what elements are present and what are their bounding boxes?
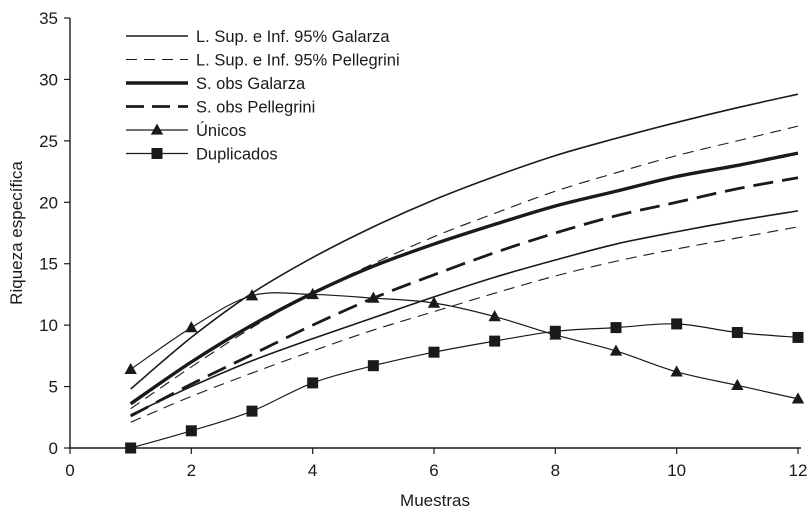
x-axis-title: Muestras bbox=[400, 491, 470, 510]
plot-lines bbox=[129, 93, 799, 449]
series-unicos-point-9 bbox=[609, 344, 623, 356]
y-tick-label: 25 bbox=[39, 132, 58, 151]
legend-label: L. Sup. e Inf. 95% Galarza bbox=[196, 28, 390, 46]
legend-label: S. obs Galarza bbox=[196, 75, 306, 93]
series-duplicados-point-2 bbox=[185, 425, 197, 437]
y-tick-label: 35 bbox=[39, 9, 58, 28]
plot-markers bbox=[124, 287, 805, 454]
series-duplicados-point-12 bbox=[792, 331, 804, 343]
series-duplicados-point-5 bbox=[367, 360, 379, 372]
series-unicos-point-6 bbox=[427, 296, 441, 308]
x-tick-label: 10 bbox=[667, 461, 686, 480]
x-tick-label: 6 bbox=[429, 461, 438, 480]
legend-item-unicos: Únicos bbox=[126, 121, 246, 140]
series-duplicados-point-8 bbox=[549, 325, 561, 337]
series-l-sup-e-inf-95-galarza-upper-line bbox=[130, 93, 799, 390]
series-unicos-point-11 bbox=[731, 378, 744, 391]
series-unicos-point-12 bbox=[791, 392, 805, 404]
x-ticks: 0 2 4 6 8 10 12 bbox=[65, 448, 807, 480]
series-duplicados-point-6 bbox=[428, 346, 440, 358]
series-l-sup-e-inf-95-pellegrini-lower-line bbox=[130, 226, 799, 423]
legend-item-s-obs-galarza: S. obs Galarza bbox=[126, 75, 306, 93]
y-ticks: 0 5 10 15 20 25 30 35 bbox=[39, 9, 70, 458]
series-duplicados-point-11 bbox=[731, 327, 743, 339]
legend-square-marker bbox=[151, 148, 163, 159]
y-tick-label: 5 bbox=[49, 378, 58, 397]
legend-label: L. Sup. e Inf. 95% Pellegrini bbox=[196, 52, 400, 70]
series-duplicados-line bbox=[130, 323, 799, 449]
series-unicos-point-1 bbox=[124, 362, 137, 375]
series-unicos-point-5 bbox=[367, 291, 380, 303]
series-unicos-point-3 bbox=[245, 289, 259, 301]
legend-item-l-sup-e-inf-95-galarza: L. Sup. e Inf. 95% Galarza bbox=[126, 28, 390, 46]
x-tick-label: 12 bbox=[789, 461, 808, 480]
series-l-sup-e-inf-95-pellegrini-upper-line bbox=[130, 125, 799, 410]
legend-triangle-marker bbox=[150, 123, 164, 135]
series-duplicados-point-4 bbox=[307, 377, 319, 389]
series-s-obs-galarza-line bbox=[129, 151, 799, 406]
series-l-sup-e-inf-95-galarza-lower-line bbox=[130, 210, 799, 416]
y-tick-label: 10 bbox=[39, 316, 58, 335]
series-duplicados-point-7 bbox=[489, 335, 501, 347]
x-tick-label: 4 bbox=[308, 461, 317, 480]
y-tick-label: 30 bbox=[39, 70, 58, 89]
legend: L. Sup. e Inf. 95% Galarza L. Sup. e Inf.… bbox=[126, 28, 400, 164]
y-tick-label: 0 bbox=[49, 439, 58, 458]
y-tick-label: 15 bbox=[39, 255, 58, 274]
y-axis-title: Riqueza específica bbox=[7, 161, 26, 305]
series-unicos-point-10 bbox=[670, 365, 683, 377]
series-unicos-point-2 bbox=[185, 321, 198, 333]
series-duplicados-point-10 bbox=[671, 318, 683, 330]
legend-item-s-obs-pellegrini: S. obs Pellegrini bbox=[126, 99, 315, 117]
series-unicos-point-4 bbox=[306, 287, 319, 300]
series-duplicados-point-9 bbox=[610, 322, 622, 334]
legend-label: Únicos bbox=[196, 121, 246, 140]
legend-label: S. obs Pellegrini bbox=[196, 99, 315, 117]
series-s-obs-pellegrini-line bbox=[130, 176, 799, 418]
series-duplicados-point-3 bbox=[246, 405, 258, 417]
legend-label: Duplicados bbox=[196, 146, 278, 164]
y-tick-label: 20 bbox=[39, 193, 58, 212]
legend-item-l-sup-e-inf-95-pellegrini: L. Sup. e Inf. 95% Pellegrini bbox=[126, 52, 400, 70]
x-tick-label: 8 bbox=[551, 461, 560, 480]
legend-item-duplicados: Duplicados bbox=[126, 146, 278, 164]
x-tick-label: 0 bbox=[65, 461, 74, 480]
series-unicos-point-7 bbox=[488, 310, 501, 322]
x-tick-label: 2 bbox=[187, 461, 196, 480]
